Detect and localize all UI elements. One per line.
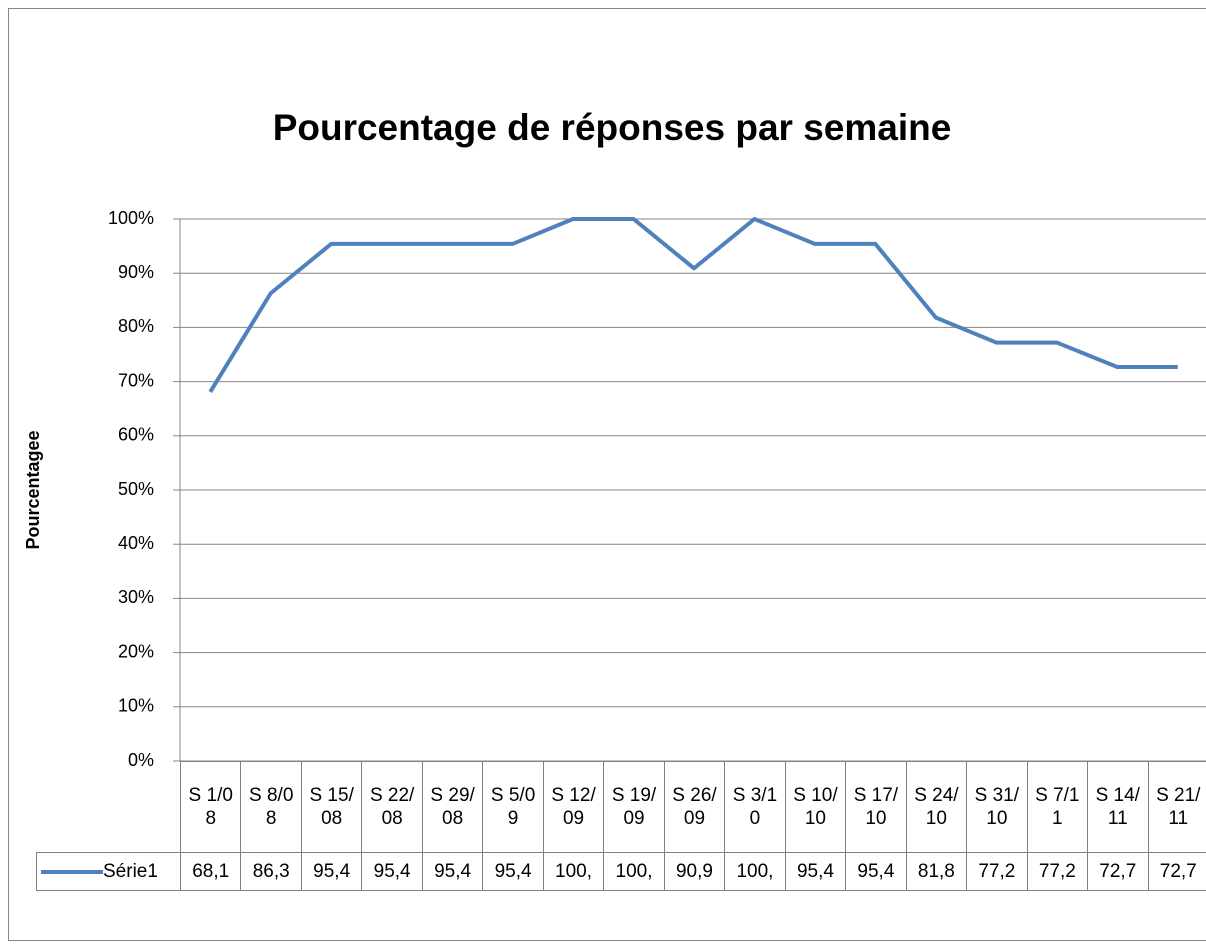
value-cell: 95,4 [845,852,907,891]
value-cell: 81,8 [905,852,968,891]
category-cell: S 8/08 [240,761,302,853]
category-cell: S 14/11 [1087,761,1149,853]
category-cell: S 5/09 [482,761,544,853]
value-cell: 77,2 [966,852,1028,891]
category-cell: S 10/10 [784,761,847,853]
category-cell: S 17/10 [845,761,907,853]
chart-title: Pourcentage de réponses par semaine [273,107,952,148]
value-cell: 68,1 [180,852,242,891]
value-cell: 100, [724,852,786,891]
y-tick-label: 0% [128,750,154,770]
y-tick-label: 20% [118,641,154,661]
value-cell: 72,7 [1087,852,1149,891]
category-cell: S 19/09 [603,761,665,853]
y-tick-label: 40% [118,533,154,553]
legend-cell: Série1 [36,852,181,891]
y-tick-label: 80% [118,316,154,336]
y-tick-label: 30% [118,587,154,607]
category-cell: S 12/09 [542,761,605,853]
value-cell: 100, [542,852,605,891]
value-cell: 95,4 [361,852,423,891]
legend-label: Série1 [103,861,158,882]
value-cell: 72,7 [1147,852,1206,891]
legend-swatch [41,869,103,874]
category-cell: S 1/08 [180,761,242,853]
value-cell: 100, [603,852,665,891]
category-cell: S 22/08 [361,761,423,853]
category-cell: S 15/08 [300,761,363,853]
y-tick-label: 90% [118,262,154,282]
value-cell: 95,4 [421,852,484,891]
series-line [208,217,1178,393]
value-cell: 90,9 [663,852,726,891]
value-cell: 95,4 [300,852,363,891]
value-cell: 95,4 [482,852,544,891]
y-tick-label: 10% [118,696,154,716]
category-cell: S 31/10 [966,761,1028,853]
category-cell: S 3/10 [724,761,786,853]
y-tick-label: 50% [118,479,154,499]
y-tick-label: 70% [118,370,154,390]
value-cell: 77,2 [1026,852,1089,891]
category-cell: S 26/09 [663,761,726,853]
y-tick-label: 60% [118,425,154,445]
y-axis-title: Pourcentagee [23,430,43,549]
category-cell: S 29/08 [421,761,484,853]
y-tick-label: 100% [108,208,154,228]
category-cell: S 21/11 [1147,761,1206,853]
category-cell: S 7/11 [1026,761,1089,853]
value-cell: 86,3 [240,852,302,891]
category-cell: S 24/10 [905,761,968,853]
value-cell: 95,4 [784,852,847,891]
